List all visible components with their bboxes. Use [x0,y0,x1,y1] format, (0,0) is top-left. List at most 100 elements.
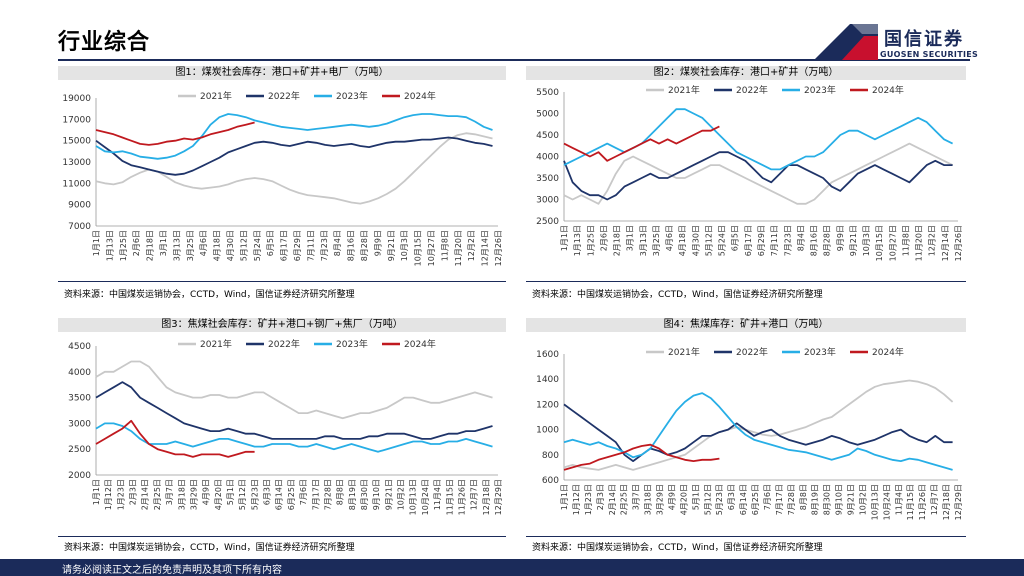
x-tick-label: 10月13日 [870,484,879,520]
x-tick-label: 8月16日 [810,225,819,256]
x-tick-label: 4月20日 [214,479,223,510]
x-tick-label: 4月6日 [199,230,208,256]
x-tick-label: 8月16日 [347,230,356,261]
legend-label: 2024年 [404,90,436,102]
legend-label: 2023年 [804,84,836,96]
y-tick-label: 4000 [536,153,559,163]
legend-label: 2024年 [404,338,436,350]
title-underline [58,59,970,61]
series-line-3 [563,392,953,471]
legend-label: 2021年 [200,90,232,102]
x-tick-label: 9月21日 [847,484,856,515]
series-line-1 [563,142,954,205]
x-tick-label: 1月23日 [116,479,125,510]
x-tick-label: 3月1日 [159,230,168,256]
legend-label: 2021年 [668,346,700,358]
chart-source: 资料来源：中国煤炭运销协会，CCTD，Wind，国信证券经济研究所整理 [64,543,355,553]
y-tick-label: 4000 [68,368,91,378]
x-tick-label: 11月20日 [915,225,924,261]
footer-disclaimer: 请务必阅读正文之后的免责声明及其项下所有内容 [62,565,282,576]
y-tick-label: 5000 [536,110,559,120]
x-tick-label: 12月2日 [928,225,937,256]
x-tick-label: 3月13日 [639,225,648,256]
chart-3-svg: 2000 2500 3000 3500 4000 4500 1月1日 1月12日 1月23日 2月… [68,338,503,515]
x-tick-label: 5月24日 [718,225,727,256]
series-line-4 [95,121,255,146]
x-tick-label: 8月8日 [336,479,345,505]
series-line-4 [95,419,255,458]
chart-panel-1: 图1：煤炭社会库存：港口+矿井+电厂（万吨） 7000 9000 11000 1300… [58,66,506,306]
x-tick-label: 10月15日 [414,230,423,266]
x-tick-label: 12月14日 [481,230,490,266]
x-tick-label: 7月17日 [775,484,784,515]
x-tick-label: 12月7日 [470,479,479,510]
x-tick-label: 6月29日 [757,225,766,256]
series-line-2 [95,381,493,440]
x-tick-label: 1月1日 [560,484,569,510]
x-tick-label: 10月3日 [862,225,871,256]
x-tick-label: 6月3日 [263,479,272,505]
chart-title: 图3：焦煤社会库存：矿井+港口+钢厂+焦厂（万吨） [58,318,506,332]
series-line-4 [563,125,720,162]
chart-title: 图4：焦煤库存：矿井+港口（万吨） [526,318,966,332]
y-tick-label: 4500 [536,131,559,141]
legend-label: 2024年 [872,346,904,358]
x-tick-label: 2月6日 [132,230,141,256]
chart-panel-4: 图4：焦煤库存：矿井+港口（万吨） 600 800 1000 1200 1400 1600… [526,318,966,556]
x-tick-label: 2月3日 [129,479,138,505]
series-line-3 [95,422,493,453]
chart-title: 图1：煤炭社会库存：港口+矿井+电厂（万吨） [58,66,506,80]
x-tick-label: 5月23日 [715,484,724,515]
x-tick-label: 9月9日 [373,230,382,256]
x-tick-label: 7月11日 [306,230,315,261]
x-tick-label: 12月26日 [494,230,503,266]
y-tick-label: 2500 [536,217,559,227]
x-tick-label: 9月21日 [384,479,393,510]
x-tick-label: 1月12日 [572,484,581,515]
x-tick-label: 1月25日 [119,230,128,261]
x-tick-label: 12月29日 [494,479,503,515]
legend-label: 2021年 [200,338,232,350]
x-tick-label: 5月12日 [238,479,247,510]
legend-label: 2022年 [268,338,300,350]
x-tick-label: 11月26日 [457,479,466,515]
x-tick-label: 2月3日 [596,484,605,510]
x-tick-label: 11月8日 [440,230,449,261]
x-tick-label: 2月6日 [599,225,608,251]
y-tick-label: 11000 [62,179,91,189]
x-tick-label: 6月14日 [275,479,284,510]
x-tick-label: 2月18日 [146,230,155,261]
x-tick-label: 8月30日 [823,484,832,515]
series-line-3 [563,108,954,171]
x-tick-label: 6月14日 [739,484,748,515]
y-tick-label: 4500 [68,342,91,352]
x-tick-label: 12月14日 [941,225,950,261]
page-title: 行业综合 [58,30,151,55]
x-tick-label: 12月29日 [954,484,963,520]
y-tick-label: 7000 [68,222,91,232]
chart-source: 资料来源：中国煤炭运销协会，CCTD，Wind，国信证券经济研究所整理 [532,543,823,553]
legend-label: 2022年 [268,90,300,102]
x-tick-label: 1月23日 [584,484,593,515]
chart-1-svg: 7000 9000 11000 13000 15000 17000 19000 1月1日 1月1… [62,90,503,266]
x-tick-label: 9月9日 [836,225,845,251]
y-tick-label: 1000 [536,426,559,436]
chart-4-svg: 600 800 1000 1200 1400 1600 1月1日 1月12日 1月23日 2月3日… [536,346,963,520]
series-line-2 [95,136,493,176]
footer-bar: 请务必阅读正文之后的免责声明及其项下所有内容 [0,559,1024,576]
x-tick-label: 3月18日 [644,484,653,515]
y-tick-label: 2500 [68,445,91,455]
x-tick-label: 12月18日 [482,479,491,515]
x-tick-label: 2月18日 [613,225,622,256]
x-tick-label: 9月21日 [849,225,858,256]
x-tick-label: 8月19日 [811,484,820,515]
x-tick-label: 2月25日 [620,484,629,515]
x-tick-label: 11月4日 [894,484,903,515]
x-tick-label: 11月20日 [454,230,463,266]
x-tick-label: 5月12日 [239,230,248,261]
x-tick-label: 9月10日 [372,479,381,510]
chart-title: 图2：煤炭社会库存：港口+矿井（万吨） [526,66,966,80]
x-tick-label: 8月4日 [333,230,342,256]
y-tick-label: 15000 [62,137,91,147]
x-tick-label: 5月1日 [691,484,700,510]
